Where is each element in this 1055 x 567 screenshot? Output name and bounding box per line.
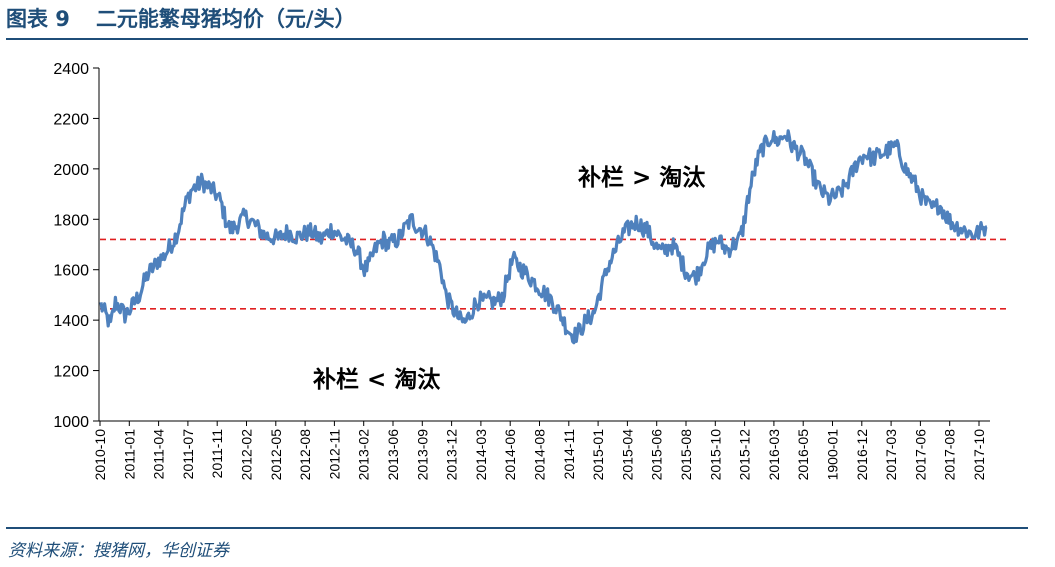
x-tick-label: 2013-02 [356,429,372,481]
x-tick-label: 2016-05 [795,429,811,481]
reference-lines [100,238,1010,310]
x-tick-label: 2011-01 [121,429,137,480]
x-tick-label: 2013-06 [385,429,401,481]
x-tick-label: 2015-01 [590,429,606,481]
x-tick-label: 2012-05 [268,429,284,481]
price-series-line [99,129,988,345]
x-tick-label: 2015-04 [619,429,635,481]
x-tick-label: 2015-12 [737,429,753,481]
annotation-restock-gt-cull: 补栏 > 淘汰 [578,164,706,191]
x-tick-label: 2017-03 [883,429,899,481]
annotation-restock-lt-cull: 补栏 < 淘汰 [313,366,441,393]
x-tick-label: 2012-02 [239,429,255,481]
x-tick-label: 2011-11 [209,429,225,479]
x-tick-label: 2016-12 [854,429,870,481]
y-tick-label: 2200 [53,111,89,128]
line-chart: 1000 1200 1400 1600 1800 2000 2200 2400 2010-10… [53,61,1010,481]
y-tick-label: 1600 [53,263,89,280]
x-tick-label: 2016-03 [766,429,782,481]
x-tick-label: 2017-10 [971,429,987,481]
figure-caption: 图表 9 二元能繁母猪均价（元/头） [6,4,356,34]
y-tick-label: 1200 [53,364,89,381]
x-tick-label: 2014-06 [502,429,518,481]
x-tick-label: 2013-09 [414,429,430,481]
figure-title: 二元能繁母猪均价（元/头） [95,7,356,31]
x-tick-label: 2011-04 [151,429,167,480]
x-tick-label: 2010-10 [92,429,108,481]
x-tick-label: 2011-07 [180,429,196,480]
x-tick-label: 2015-08 [678,429,694,481]
y-tick-label: 2400 [53,61,89,78]
figure-number: 图表 9 [6,7,70,31]
x-axis: 2010-10 2011-01 2011-04 2011-07 2011-11 2012-… [92,420,990,481]
y-tick-label: 1400 [53,313,89,330]
x-tick-label: 2015-10 [707,429,723,481]
footer-rule [6,527,1028,529]
x-tick-label: 2012-11 [326,429,342,480]
x-tick-label: 2014-11 [561,429,577,480]
source-note: 资料来源：搜猪网，华创证券 [8,541,229,561]
x-tick-label: 2015-06 [649,429,665,481]
header-rule [6,38,1028,40]
y-tick-label: 1800 [53,212,89,229]
x-tick-label: 2013-12 [444,429,460,481]
x-tick-label: 2014-08 [532,429,548,481]
y-axis: 1000 1200 1400 1600 1800 2000 2200 2400 [53,61,100,431]
x-tick-label: 1900-01 [825,429,841,481]
y-tick-label: 2000 [53,162,89,179]
x-tick-label: 2012-08 [297,429,313,481]
series-layer [99,129,988,345]
x-tick-label: 2017-08 [942,429,958,481]
y-tick-label: 1000 [53,414,89,431]
x-tick-label: 2014-03 [473,429,489,481]
x-tick-label: 2017-06 [912,429,928,481]
